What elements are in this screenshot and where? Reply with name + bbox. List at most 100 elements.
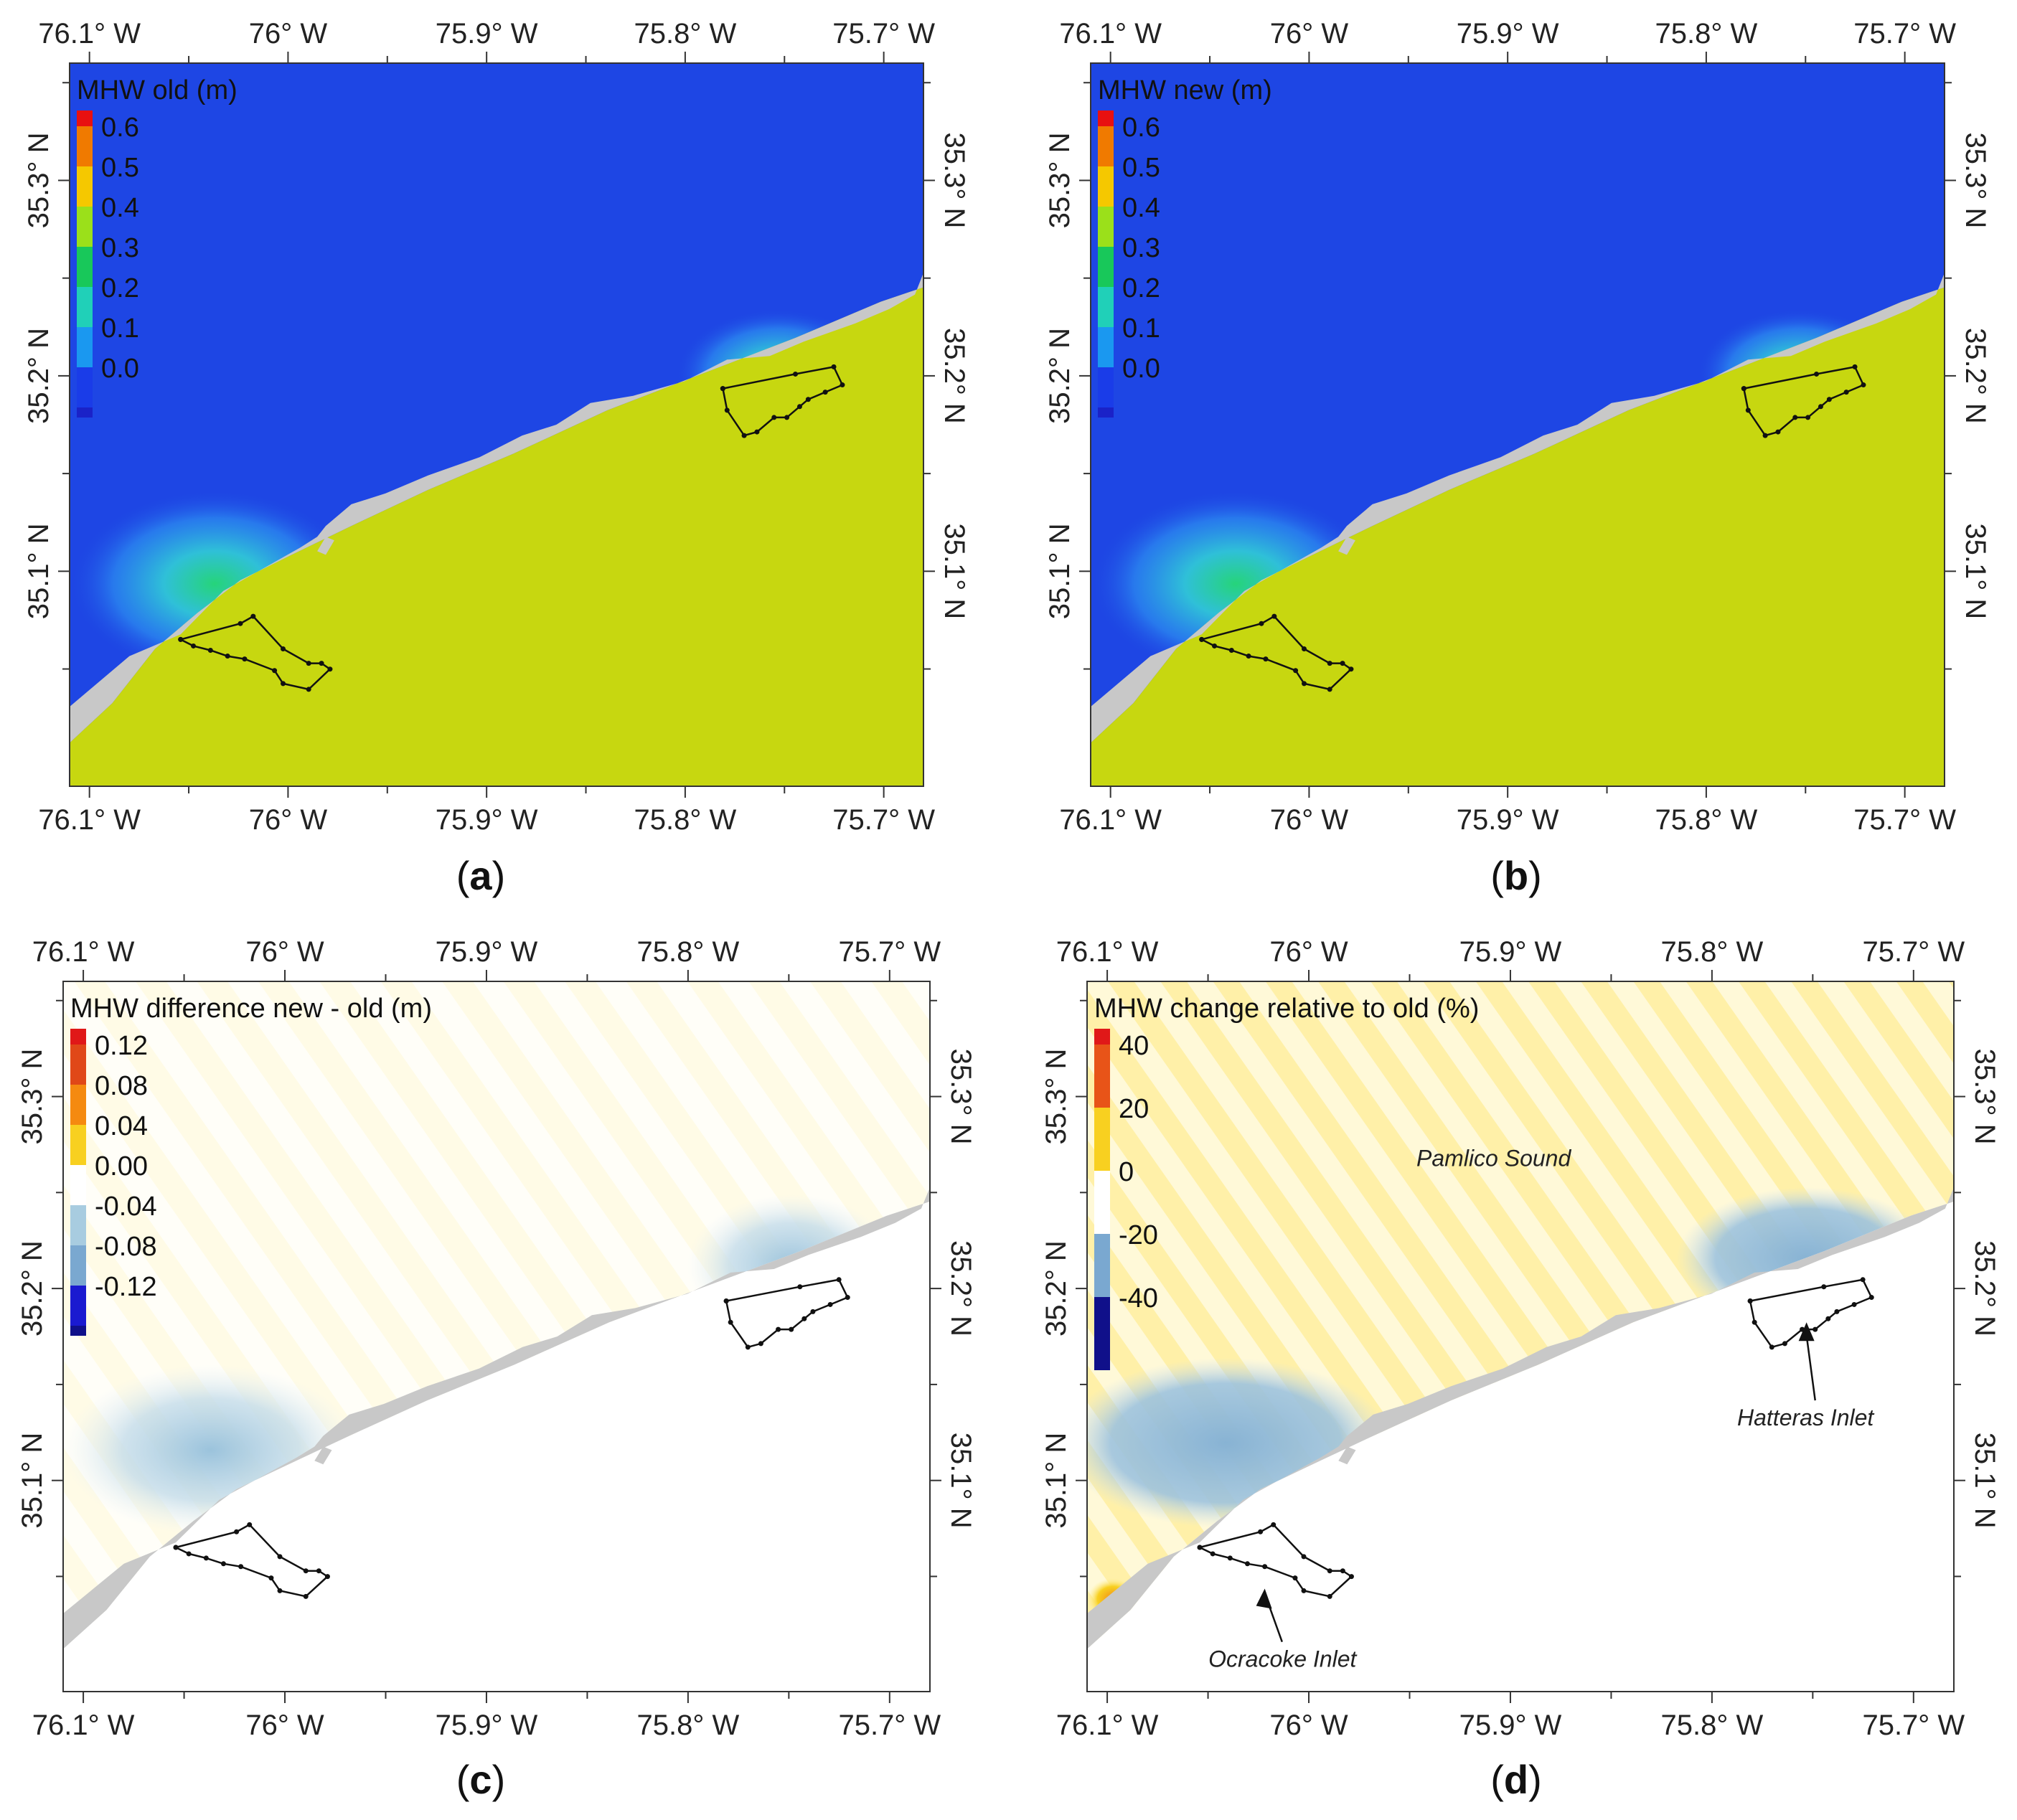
lat-label-right: 35.3° N bbox=[945, 1049, 977, 1145]
panel-c: 76.1° W 76.1° W 76° W 76° W 75.9° W 75.9° W 75… bbox=[17, 936, 977, 1802]
ocean bbox=[70, 287, 923, 786]
lat-label-left: 35.2° N bbox=[23, 328, 55, 424]
polygon-vertex bbox=[191, 643, 197, 649]
legend-swatch bbox=[70, 1085, 86, 1125]
legend-label: 0.5 bbox=[1122, 153, 1160, 183]
polygon-vertex bbox=[1868, 1295, 1874, 1301]
legend-label: 0.2 bbox=[1122, 273, 1160, 303]
polygon-vertex bbox=[250, 613, 256, 619]
lon-label-top: 76° W bbox=[245, 936, 324, 968]
polygon-vertex bbox=[1762, 433, 1768, 438]
lon-label-bottom: 76.1° W bbox=[38, 804, 141, 836]
polygon-vertex bbox=[306, 661, 311, 666]
lon-label-top: 76.1° W bbox=[1056, 936, 1159, 968]
polygon-vertex bbox=[207, 647, 213, 653]
polygon-vertex bbox=[1348, 666, 1354, 672]
polygon-vertex bbox=[1244, 1561, 1250, 1567]
polygon-vertex bbox=[1259, 621, 1264, 626]
polygon-vertex bbox=[173, 1545, 179, 1550]
legend-label: 0.2 bbox=[101, 273, 139, 303]
polygon-vertex bbox=[1747, 1298, 1753, 1303]
polygon-vertex bbox=[796, 404, 802, 410]
polygon-vertex bbox=[1834, 1309, 1840, 1314]
legend-swatch bbox=[70, 1125, 86, 1165]
legend-label: -0.12 bbox=[95, 1272, 157, 1302]
map-frame bbox=[62, 981, 931, 1692]
legend-label: 40 bbox=[1119, 1031, 1149, 1061]
legend-swatch bbox=[70, 1165, 86, 1205]
lon-label-top: 76.1° W bbox=[32, 936, 135, 968]
lat-label-left: 35.3° N bbox=[1044, 133, 1076, 229]
lon-label-bottom: 75.9° W bbox=[436, 804, 538, 836]
legend-label: 0.1 bbox=[101, 313, 139, 344]
lat-label-right: 35.2° N bbox=[939, 328, 970, 424]
polygon-vertex bbox=[238, 621, 243, 626]
lon-label-top: 75.7° W bbox=[1853, 18, 1956, 49]
polygon-vertex bbox=[754, 429, 760, 435]
land-spit bbox=[314, 1446, 332, 1465]
polygon-vertex bbox=[728, 1319, 733, 1325]
lat-label-left: 35.1° N bbox=[23, 523, 55, 619]
polygon-vertex bbox=[203, 1555, 209, 1561]
legend-swatch bbox=[77, 207, 93, 247]
legend-swatch bbox=[70, 1045, 86, 1085]
legend-swatch bbox=[1098, 367, 1114, 407]
legend-swatch-top bbox=[1094, 1029, 1110, 1045]
panel-caption: (d) bbox=[1490, 1757, 1542, 1802]
legend-swatch-bottom bbox=[1098, 407, 1114, 418]
legend-label: 0.1 bbox=[1122, 313, 1160, 344]
legend-label: 0.12 bbox=[95, 1031, 148, 1061]
panel-b: 76.1° W 76.1° W 76° W 76° W 75.9° W 75.9° W 75… bbox=[1044, 18, 1991, 898]
polygon-vertex bbox=[845, 1295, 850, 1301]
lat-label-left: 35.2° N bbox=[1040, 1240, 1072, 1336]
polygon-vertex bbox=[1292, 1575, 1298, 1581]
polygon-vertex bbox=[1861, 382, 1866, 388]
polygon-vertex bbox=[234, 1529, 240, 1534]
legend-label: 0.04 bbox=[95, 1111, 148, 1141]
polygon-vertex bbox=[1348, 1574, 1354, 1580]
lon-label-bottom: 76° W bbox=[1270, 804, 1349, 836]
lon-label-bottom: 75.9° W bbox=[436, 1710, 538, 1741]
legend-swatch bbox=[1094, 1234, 1110, 1297]
polygon-vertex bbox=[1197, 1545, 1203, 1550]
polygon-vertex bbox=[1327, 661, 1332, 666]
polygon-vertex bbox=[758, 1341, 763, 1347]
lat-label-right: 35.3° N bbox=[1969, 1049, 2000, 1145]
polygon-vertex bbox=[1340, 1568, 1345, 1574]
lon-label-bottom: 76° W bbox=[245, 1710, 324, 1741]
polygon-vertex bbox=[1327, 1593, 1332, 1599]
polygon-vertex bbox=[1327, 687, 1332, 692]
polygon-vertex bbox=[1818, 404, 1823, 410]
polygon-vertex bbox=[1262, 1564, 1268, 1570]
legend-swatch bbox=[77, 126, 93, 166]
polygon-vertex bbox=[771, 415, 777, 420]
polygon-vertex bbox=[1258, 1529, 1264, 1534]
polygon-vertex bbox=[1782, 1341, 1787, 1347]
polygon-vertex bbox=[776, 1326, 781, 1332]
polygon-vertex bbox=[1821, 1284, 1827, 1290]
map-frame bbox=[1090, 62, 1945, 787]
legend-swatch-bottom bbox=[70, 1326, 86, 1336]
legend-swatch bbox=[77, 287, 93, 327]
lon-label-bottom: 76.1° W bbox=[32, 1710, 135, 1741]
lat-label-left: 35.1° N bbox=[17, 1433, 48, 1529]
polygon-vertex bbox=[1210, 1551, 1216, 1557]
polygon-vertex bbox=[741, 433, 747, 438]
lat-label-left: 35.3° N bbox=[17, 1049, 48, 1145]
ocean bbox=[63, 1201, 930, 1692]
polygon-vertex bbox=[1199, 636, 1205, 642]
legend-label: 0.3 bbox=[1122, 233, 1160, 263]
map-area bbox=[1091, 63, 1945, 786]
polygon-vertex bbox=[724, 407, 730, 413]
polygon-vertex bbox=[220, 1561, 226, 1567]
polygon-vertex bbox=[793, 371, 798, 377]
lon-label-top: 75.9° W bbox=[436, 18, 538, 49]
polygon-vertex bbox=[805, 397, 811, 402]
legend-swatch bbox=[1098, 247, 1114, 287]
polygon-vertex bbox=[1271, 613, 1277, 619]
map-area bbox=[1087, 981, 1954, 1692]
polygon-vertex bbox=[306, 687, 311, 692]
hatteras-arrow-shaft bbox=[1805, 1335, 1816, 1401]
lat-label-left: 35.3° N bbox=[1040, 1049, 1072, 1145]
legend-swatch bbox=[70, 1205, 86, 1245]
